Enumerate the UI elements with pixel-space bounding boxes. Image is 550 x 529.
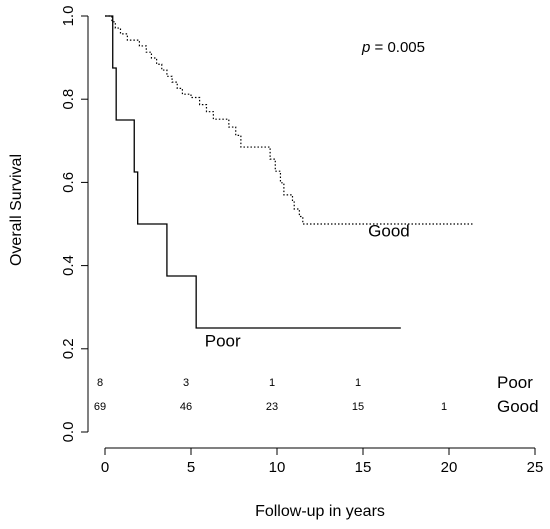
axes: 0.0 0.2 0.4 0.6 0.8 1.0 0 5 10 15 20 25 [60,6,543,476]
risk-count-good: 15 [352,401,364,413]
risk-count-poor: 3 [183,377,189,389]
y-axis-title: Overall Survival [8,154,25,266]
x-tick-label: 25 [527,459,544,476]
x-tick-label: 15 [355,459,372,476]
risk-count-good: 69 [94,401,106,413]
survival-curves: Good Poor [105,15,474,351]
curve-good [105,15,474,225]
curve-label-poor: Poor [205,332,241,351]
risk-count-good: 1 [441,401,447,413]
y-tick-label: 0.0 [60,422,77,443]
x-tick-label: 5 [187,459,195,476]
risk-count-poor: 8 [97,377,103,389]
chart-labels: Overall Survival Follow-up in years p = … [8,39,425,520]
x-axis-title: Follow-up in years [255,503,385,520]
risk-count-poor: 1 [355,377,361,389]
p-value-text: = 0.005 [370,39,425,56]
y-tick-label: 0.8 [60,89,77,110]
risk-group-label-poor: Poor [497,373,533,392]
risk-group-label-good: Good [497,397,539,416]
y-tick-label: 0.4 [60,255,77,276]
risk-count-poor: 1 [269,377,275,389]
p-value-symbol: p [361,39,370,56]
x-tick-label: 20 [441,459,458,476]
p-value-annotation: p = 0.005 [361,39,425,56]
curve-poor [105,15,401,329]
y-tick-label: 0.2 [60,338,77,359]
y-tick-label: 1.0 [60,6,77,27]
curve-label-good: Good [368,221,410,240]
x-tick-label: 0 [101,459,109,476]
risk-count-good: 23 [266,401,278,413]
y-tick-label: 0.6 [60,172,77,193]
risk-table: 8 3 1 1 Poor 69 46 23 15 1 Good [94,373,539,416]
x-tick-label: 10 [269,459,286,476]
risk-count-good: 46 [180,401,192,413]
